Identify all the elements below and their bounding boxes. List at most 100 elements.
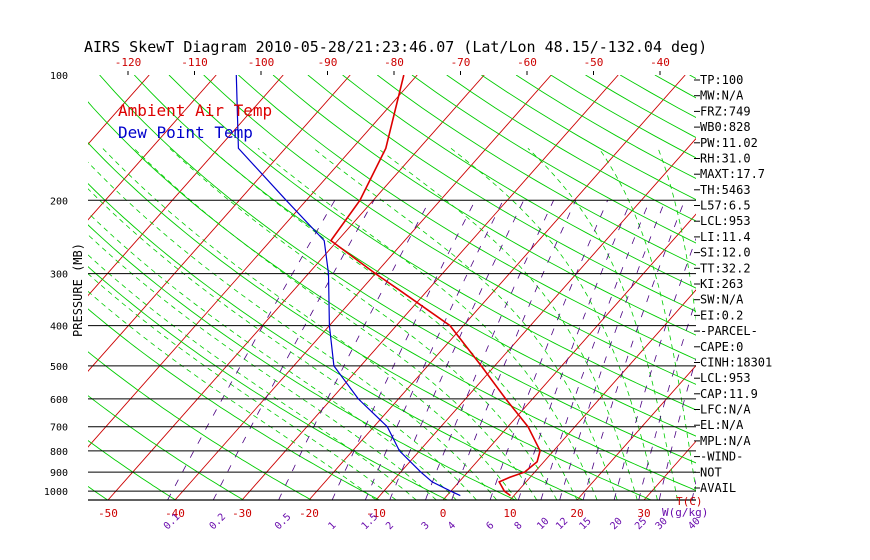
stability-index-item: MPL:N/A bbox=[700, 434, 751, 448]
bottom-temp-tick-label: -10 bbox=[366, 507, 386, 520]
top-temp-tick-label: -50 bbox=[584, 56, 604, 69]
pressure-tick-label: 300 bbox=[50, 270, 68, 281]
dry-adiabat-line bbox=[515, 75, 696, 180]
top-temp-tick-label: -80 bbox=[384, 56, 404, 69]
bottom-temp-tick-label: -20 bbox=[299, 507, 319, 520]
dry-adiabat-line bbox=[307, 75, 696, 312]
mixing-ratio-line bbox=[331, 200, 476, 500]
dry-adiabat-line bbox=[88, 101, 696, 491]
isotherm-line bbox=[241, 75, 619, 500]
mixing-ratio-line bbox=[638, 298, 696, 500]
stability-index-item: TT:32.2 bbox=[700, 261, 751, 275]
isotherm-line bbox=[576, 364, 696, 500]
pressure-tick-label: 600 bbox=[50, 395, 68, 406]
dry-adiabat-line bbox=[272, 75, 696, 336]
moist-adiabat-line bbox=[257, 147, 598, 500]
bottom-temp-tick-label: 30 bbox=[637, 507, 650, 520]
pressure-tick-label: 800 bbox=[50, 447, 68, 458]
bottom-temp-tick-label: -50 bbox=[98, 507, 118, 520]
mixing-ratio-label: 20 bbox=[608, 516, 624, 532]
mixing-ratio-label: 0.2 bbox=[208, 512, 229, 533]
stability-index-item: TH:5463 bbox=[700, 183, 751, 197]
isotherm-line bbox=[88, 75, 217, 221]
dry-adiabat-line bbox=[88, 142, 652, 500]
top-temp-tick-label: -100 bbox=[248, 56, 275, 69]
mixing-ratio-label: 6 bbox=[484, 520, 496, 532]
top-temp-tick-label: -70 bbox=[451, 56, 471, 69]
dry-adiabat-line bbox=[88, 265, 448, 500]
stability-index-item: -PARCEL- bbox=[700, 324, 758, 338]
mixing-ratio-line bbox=[517, 200, 632, 500]
stability-index-item: SW:N/A bbox=[700, 293, 744, 307]
ambient-air-temp-line bbox=[329, 75, 541, 497]
moist-adiabat-line bbox=[527, 148, 678, 500]
top-temp-tick-label: -40 bbox=[650, 56, 670, 69]
dry-adiabat-line bbox=[446, 75, 696, 222]
chart-title: AIRS SkewT Diagram 2010-05-28/21:23:46.0… bbox=[84, 38, 707, 56]
mixing-ratio-line bbox=[489, 200, 608, 500]
stability-index-item: EI:0.2 bbox=[700, 308, 743, 322]
isotherm-line bbox=[88, 75, 351, 372]
stability-index-item: WB0:828 bbox=[700, 120, 751, 134]
dry-adiabat-line bbox=[238, 75, 696, 360]
mixing-ratio-label: 2 bbox=[384, 520, 396, 532]
mixing-ratio-line bbox=[451, 200, 576, 500]
mixing-ratio-line bbox=[389, 200, 525, 500]
dry-adiabat-line bbox=[88, 308, 380, 500]
mixing-ratio-line bbox=[364, 200, 504, 500]
dry-adiabat-line bbox=[0, 75, 40, 500]
dry-adiabat-line bbox=[168, 75, 696, 411]
dry-adiabat-line bbox=[88, 485, 108, 500]
pressure-tick-label: 400 bbox=[50, 322, 68, 333]
stability-index-item: LCL:953 bbox=[700, 371, 751, 385]
isotherm-line bbox=[0, 75, 15, 500]
mixing-ratio-label: 12 bbox=[554, 516, 570, 532]
stability-index-item: TP:100 bbox=[700, 73, 743, 87]
mixing-ratio-line bbox=[212, 200, 375, 500]
isobar-lines bbox=[88, 199, 696, 501]
mixing-ratio-label: 4 bbox=[446, 520, 458, 532]
stability-index-item: LCL:953 bbox=[700, 214, 751, 228]
dry-adiabat-line bbox=[203, 75, 696, 385]
stability-index-item: CAPE:0 bbox=[700, 340, 743, 354]
dry-adiabat-line bbox=[88, 440, 176, 500]
stability-index-item: FRZ:749 bbox=[700, 104, 751, 118]
pressure-tick-label: 200 bbox=[50, 196, 68, 207]
isotherm-line bbox=[778, 75, 870, 500]
legend-dew-point-temp: Dew Point Temp bbox=[118, 123, 253, 142]
stability-index-item: CINH:18301 bbox=[700, 356, 772, 370]
stability-index-item: KI:263 bbox=[700, 277, 743, 291]
mixing-ratio-line bbox=[278, 200, 431, 500]
moist-adiabat-line bbox=[88, 212, 457, 500]
dry-adiabat-line bbox=[99, 75, 696, 464]
moist-adiabat-line bbox=[450, 147, 658, 500]
top-temp-tick-label: -120 bbox=[115, 56, 142, 69]
mixing-ratio-line bbox=[613, 237, 696, 500]
bottom-temp-tick-label: -40 bbox=[165, 507, 185, 520]
stability-index-item: L57:6.5 bbox=[700, 199, 751, 213]
temperature-unit-label: T(C) bbox=[676, 495, 703, 508]
pressure-tick-label: 100 bbox=[50, 71, 68, 82]
mixing-ratio-label: 1 bbox=[326, 520, 338, 532]
mixing-ratio-label: 3 bbox=[420, 520, 432, 532]
mixing-ratio-line bbox=[559, 200, 666, 500]
stability-index-item: LI:11.4 bbox=[700, 230, 751, 244]
pressure-tick-label: 700 bbox=[50, 423, 68, 434]
isotherm-line bbox=[88, 75, 284, 297]
stability-index-item: AVAIL bbox=[700, 481, 736, 495]
mixing-ratio-label: 10 bbox=[535, 516, 551, 532]
bottom-temp-tick-label: -30 bbox=[232, 507, 252, 520]
dry-adiabat-line bbox=[88, 395, 244, 500]
pressure-tick-label: 900 bbox=[50, 468, 68, 479]
moist-adiabat-line bbox=[133, 148, 538, 500]
isotherm-line bbox=[308, 75, 686, 500]
mixing-ratio-label: 8 bbox=[513, 520, 525, 532]
pressure-tick-label: 500 bbox=[50, 362, 68, 373]
mixing-ratio-label: 0.5 bbox=[273, 512, 294, 533]
bottom-temp-tick-label: 20 bbox=[570, 507, 583, 520]
stability-index-item: NOT bbox=[700, 465, 722, 479]
mixing-ratio-line bbox=[582, 200, 685, 500]
dry-adiabat-line bbox=[88, 351, 312, 500]
